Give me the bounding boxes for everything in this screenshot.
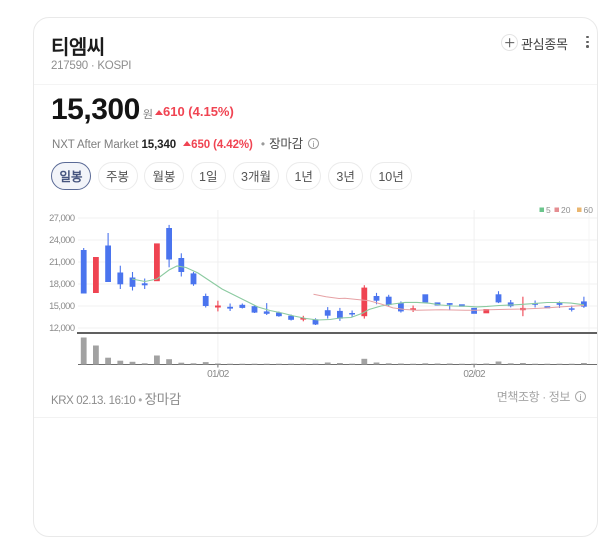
svg-text:27,000: 27,000 <box>49 213 75 223</box>
svg-text:60: 60 <box>584 205 594 215</box>
svg-text:18,000: 18,000 <box>49 279 75 289</box>
svg-text:5: 5 <box>546 205 551 215</box>
svg-text:12,000: 12,000 <box>49 323 75 333</box>
svg-text:24,000: 24,000 <box>49 235 75 245</box>
svg-text:20: 20 <box>561 205 571 215</box>
svg-text:21,000: 21,000 <box>49 257 75 267</box>
svg-text:15,000: 15,000 <box>49 301 75 311</box>
svg-text:02/02: 02/02 <box>463 369 486 380</box>
svg-text:01/02: 01/02 <box>207 369 230 380</box>
